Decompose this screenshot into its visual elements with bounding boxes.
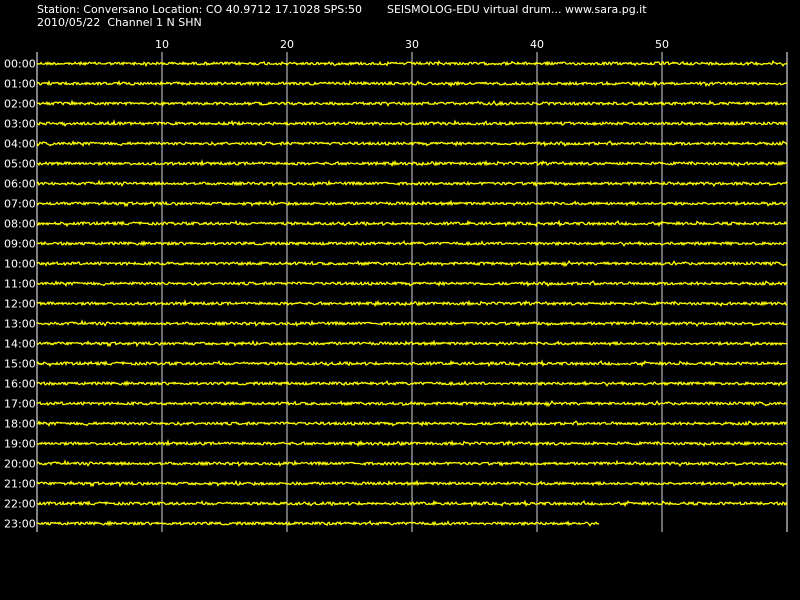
trace-0200 [36,99,788,107]
trace-1300 [36,319,788,327]
hour-label: 13:00 [4,318,36,331]
hour-label: 02:00 [4,98,36,111]
hour-label: 00:00 [4,58,36,71]
trace-0900 [36,240,787,247]
trace-0800 [36,219,788,228]
date-channel-info: 2010/05/22 Channel 1 N SHN [37,16,202,29]
trace-1700 [36,399,788,408]
trace-2100 [36,479,788,488]
trace-0600 [36,179,788,187]
hour-label: 22:00 [4,498,36,511]
trace-2200 [36,499,788,508]
app-title: SEISMOLOG-EDU virtual drum... www.sara.p… [387,3,647,16]
hour-label: 01:00 [4,78,36,91]
x-tick-label: 20 [280,38,294,51]
trace-1200 [36,298,788,308]
x-tick-label: 10 [155,38,169,51]
hour-label: 06:00 [4,178,36,191]
hour-label: 04:00 [4,138,36,151]
hour-label: 10:00 [4,258,36,271]
hour-label: 14:00 [4,338,36,351]
trace-0400 [36,140,788,148]
hour-label: 07:00 [4,198,36,211]
trace-0300 [36,119,788,127]
hour-label: 21:00 [4,478,36,491]
hour-label: 11:00 [4,278,36,291]
hour-label: 20:00 [4,458,36,471]
hour-label: 16:00 [4,378,36,391]
grid-layer [36,52,788,532]
trace-layer [36,59,788,527]
hour-label: 12:00 [4,298,36,311]
x-tick-label: 40 [530,38,544,51]
trace-0500 [36,158,788,168]
trace-0000 [36,59,788,68]
hour-label: 09:00 [4,238,36,251]
hour-label: 08:00 [4,218,36,231]
hour-label: 15:00 [4,358,36,371]
trace-1600 [36,380,788,387]
hour-label: 23:00 [4,518,36,531]
trace-2000 [36,459,788,467]
trace-2300 [36,520,600,527]
trace-0100 [36,79,788,88]
trace-1500 [36,359,788,368]
hour-label: 05:00 [4,158,36,171]
label-layer: 10 20 30 40 50 00:00 01:00 02:00 03:00 04:00 05:00… [4,38,669,531]
trace-1400 [36,339,788,348]
hour-label: 17:00 [4,398,36,411]
trace-1900 [36,438,788,448]
trace-1800 [36,420,788,428]
hour-label: 19:00 [4,438,36,451]
station-info: Station: Conversano Location: CO 40.9712… [37,3,362,16]
hour-label: 03:00 [4,118,36,131]
trace-1000 [36,259,788,268]
x-tick-label: 30 [405,38,419,51]
trace-0700 [36,199,788,208]
trace-1100 [36,280,788,288]
x-tick-label: 50 [655,38,669,51]
hour-label: 18:00 [4,418,36,431]
